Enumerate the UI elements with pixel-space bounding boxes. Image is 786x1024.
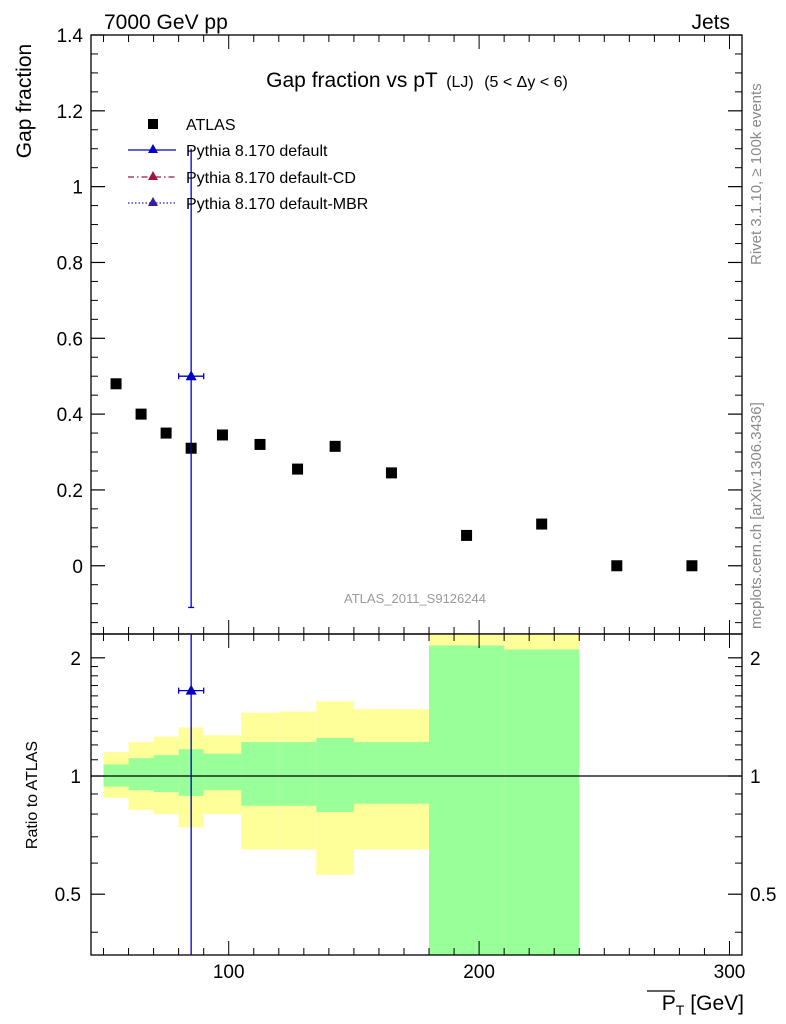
atlas-data-point bbox=[110, 378, 122, 390]
legend-label-pythia-cd: Pythia 8.170 default-CD bbox=[186, 170, 356, 187]
atlas-data-point bbox=[611, 560, 623, 572]
svg-text:PT[GeV]: PT [GeV] bbox=[662, 992, 744, 1018]
atlas-data-point bbox=[686, 560, 698, 572]
legend-entry-atlas: ATLAS bbox=[148, 117, 236, 134]
atlas-data-point bbox=[329, 440, 341, 452]
x-axis-label-unit: [GeV] bbox=[690, 992, 744, 1015]
x-tick-label: 200 bbox=[463, 962, 495, 983]
atlas-data-point bbox=[216, 429, 228, 441]
legend: ATLAS Pythia 8.170 default Pythia 8.170 … bbox=[128, 117, 368, 213]
plot-title-condition: (5 < Δy < 6) bbox=[484, 74, 568, 91]
main-y-axis-label: Gap fraction bbox=[13, 44, 36, 158]
ratio-y-tick-label-right: 1 bbox=[750, 767, 761, 788]
stat-uncertainty-band bbox=[429, 645, 505, 955]
stat-uncertainty-band bbox=[353, 742, 430, 804]
ratio-y-tick-label-right: 0.5 bbox=[750, 885, 776, 906]
atlas-data-point bbox=[461, 529, 473, 541]
atlas-data-point bbox=[292, 463, 304, 475]
atlas-data-point bbox=[385, 467, 397, 479]
x-tick-label: 100 bbox=[213, 962, 245, 983]
ratio-y-tick-label: 1 bbox=[70, 767, 81, 788]
legend-marker-pythia-mbr bbox=[148, 197, 158, 206]
main-y-tick-label: 1.4 bbox=[57, 26, 84, 47]
main-panel: 0 0.2 0.4 0.6 0.8 1 1.2 1.4 Gap fraction Gap fr… bbox=[13, 26, 743, 635]
pythia-default-data-point bbox=[185, 370, 197, 381]
plot-title: Gap fraction vs pT (LJ) (5 < Δy < 6) bbox=[266, 69, 568, 92]
svg-text:Gap fraction vs pT (LJ: Gap fraction vs pT (LJ) (5 < Δy < 6) bbox=[266, 69, 568, 92]
ratio-panel-frame bbox=[90, 633, 743, 956]
legend-label-atlas: ATLAS bbox=[186, 117, 236, 134]
x-axis-label-subscript: T bbox=[676, 1002, 685, 1018]
plot-title-qualifier: (LJ) bbox=[446, 74, 474, 91]
ratio-y-tick-label: 0.5 bbox=[55, 885, 81, 906]
ratio-y-tick-label: 2 bbox=[70, 649, 81, 670]
mcplots-reference-label: mcplots.cern.ch [arXiv:1306.3436] bbox=[748, 402, 765, 629]
atlas-data-point bbox=[536, 518, 548, 530]
legend-marker-atlas bbox=[148, 119, 158, 129]
legend-marker-pythia-cd bbox=[148, 171, 158, 180]
legend-entry-pythia-default: Pythia 8.170 default bbox=[128, 143, 328, 160]
legend-entry-pythia-cd: Pythia 8.170 default-CD bbox=[128, 170, 356, 187]
atlas-data-point bbox=[135, 408, 147, 420]
stat-uncertainty-band bbox=[241, 742, 279, 806]
x-axis-label: PT [GeV] bbox=[647, 990, 744, 1018]
main-y-tick-label: 0.2 bbox=[57, 481, 83, 502]
legend-marker-pythia-default bbox=[148, 144, 158, 153]
atlas-data-point bbox=[254, 438, 266, 450]
legend-label-pythia-mbr: Pythia 8.170 default-MBR bbox=[186, 196, 368, 213]
plot-title-main: Gap fraction vs pT bbox=[266, 69, 438, 92]
rivet-version-label: Rivet 3.1.10, ≥ 100k events bbox=[748, 83, 765, 265]
atlas-data-point bbox=[160, 427, 172, 439]
legend-label-pythia-default: Pythia 8.170 default bbox=[186, 143, 328, 160]
ratio-y-tick-label-right: 2 bbox=[750, 649, 761, 670]
stat-uncertainty-band bbox=[128, 758, 154, 791]
x-axis-label-symbol: P bbox=[662, 992, 676, 1015]
stat-uncertainty-band bbox=[504, 649, 580, 955]
main-y-tick-label: 0 bbox=[72, 557, 83, 578]
stat-uncertainty-band bbox=[316, 737, 354, 812]
main-y-tick-label: 1 bbox=[72, 178, 83, 199]
ratio-panel: 0.5 0.5 1 1 2 2 100 200 300 Ratio to ATLAS PT [Ge… bbox=[24, 633, 776, 1018]
header-energy-label: 7000 GeV pp bbox=[104, 11, 228, 34]
main-y-tick-label: 0.8 bbox=[57, 253, 83, 274]
ratio-y-axis-label: Ratio to ATLAS bbox=[24, 741, 41, 849]
analysis-watermark: ATLAS_2011_S9126244 bbox=[344, 591, 486, 606]
stat-uncertainty-band bbox=[278, 742, 317, 806]
legend-entry-pythia-mbr: Pythia 8.170 default-MBR bbox=[128, 196, 368, 213]
header-process-label: Jets bbox=[691, 11, 730, 34]
main-y-tick-label: 0.6 bbox=[57, 329, 83, 350]
stat-uncertainty-band bbox=[203, 753, 242, 791]
main-y-tick-label: 1.2 bbox=[57, 102, 83, 123]
x-tick-label: 300 bbox=[714, 962, 746, 983]
main-y-tick-label: 0.4 bbox=[57, 405, 84, 426]
ratio-pythia-data-point bbox=[185, 684, 197, 695]
stat-uncertainty-band bbox=[153, 755, 179, 793]
